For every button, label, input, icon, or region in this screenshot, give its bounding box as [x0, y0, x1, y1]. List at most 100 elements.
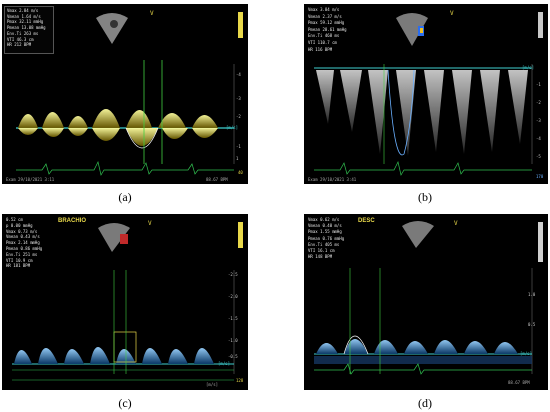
meas-row: HR 181 BPM	[6, 263, 31, 269]
footer-right: 170	[536, 174, 544, 179]
scale-tick: -2.5	[228, 272, 238, 277]
meas-row: Pmean 0.76 mmHg	[308, 235, 345, 241]
exam-footer: Exam 29/10/2021 3:41	[308, 177, 357, 182]
meas-row: Pmax 1.55 mmHg	[308, 229, 342, 235]
scale-tick: -3	[536, 118, 541, 123]
meas-row: Pmax 32.11 mmHg	[7, 19, 44, 25]
scale-tick: 1	[236, 156, 239, 161]
measurement-box-a: Vmax 2.84 m/s Vmean 1.64 m/s Pmax 32.11 …	[4, 6, 54, 54]
sector-image	[396, 13, 428, 46]
scale-tick: -1	[536, 82, 541, 87]
scale-tick: 0.5	[528, 322, 536, 327]
trace-envelope	[125, 127, 159, 149]
meas-row: Vmean 1.64 m/s	[7, 13, 41, 19]
scale-tick: -1.5	[228, 316, 238, 321]
measurement-box-d: Vmax 0.62 m/s Vmean 0.40 m/s Pmax 1.55 m…	[306, 216, 352, 264]
meas-row: HR 212 BPM	[7, 42, 32, 48]
meas-row: Pmean 28.61 mmHg	[308, 26, 347, 32]
meas-row: Pmean 13.08 mmHg	[7, 25, 46, 31]
doppler-spectrum-c	[12, 222, 243, 381]
trace-envelope	[343, 335, 369, 355]
sector-image	[96, 13, 128, 44]
vessel-label: BRACHIO	[58, 218, 86, 224]
scale-tick: -3	[236, 96, 241, 101]
corner-value: 128	[236, 378, 244, 383]
sector-image	[98, 223, 130, 252]
color-flow-box	[120, 234, 128, 244]
scale-tick: -4	[236, 72, 241, 77]
probe-marker: V	[150, 10, 154, 17]
scale-tick: -1	[236, 144, 241, 149]
ecg-trace	[314, 160, 532, 176]
meas-row: Vmax 0.62 m/s	[308, 217, 340, 222]
color-scale-bar	[238, 222, 243, 248]
baseline-unit: [m/s]	[520, 351, 533, 356]
meas-row: 0.52 cm	[6, 217, 23, 222]
meas-row: VTI 110.7 cm	[308, 39, 337, 45]
color-scale-bar	[538, 12, 543, 38]
footer-right: 88.67 BPM	[508, 380, 530, 385]
caption-b: (b)	[418, 190, 432, 204]
meas-row: Env.Ti 263 ms	[7, 30, 39, 36]
meas-row: VTI 16.1 cm	[308, 248, 335, 254]
baseline-unit: [m/s]	[218, 361, 231, 366]
color-scale-bar	[538, 222, 543, 262]
meas-row: Vmax 2.84 m/s	[7, 8, 39, 13]
doppler-panel-b: Vmax 3.84 m/s Vmean 2.37 m/s Pmax 59.12 …	[304, 4, 548, 184]
sector-image	[402, 221, 434, 248]
doppler-panel-a: Vmax 2.84 m/s Vmean 1.64 m/s Pmax 32.11 …	[2, 4, 248, 184]
spectral-waveform	[18, 109, 218, 146]
meas-row: Vmean 2.37 m/s	[308, 13, 342, 19]
measurement-box-b: Vmax 3.84 m/s Vmean 2.37 m/s Pmax 59.12 …	[306, 6, 358, 56]
meas-row: HR 148 BPM	[308, 254, 333, 260]
meas-row: VTI 46.3 cm	[7, 36, 34, 42]
caption-a: (a)	[118, 190, 132, 204]
probe-marker: V	[148, 220, 152, 227]
trace-envelope	[387, 69, 415, 156]
scale-tick: -2	[236, 114, 241, 119]
vessel-label: DESC	[358, 218, 375, 224]
caption-c: (c)	[118, 396, 132, 410]
meas-row: VTI 10.9 cm	[6, 257, 33, 263]
meas-row: Vmean 0.43 m/s	[6, 234, 40, 240]
scale-tick: -2.0	[228, 294, 238, 299]
spectral-waveform	[14, 347, 214, 364]
footer-right: 88.67 BPM	[206, 177, 228, 182]
meas-row: Vmax 0.73 m/s	[6, 228, 38, 234]
baseline-unit: [m/s]	[226, 125, 239, 130]
meas-row: Env.Ti 405 ms	[308, 241, 340, 247]
doppler-panel-c: 0.52 cm p 0.00 mmHg Vmax 0.73 m/s Vmean …	[2, 214, 248, 390]
caption-d: (d)	[418, 396, 432, 410]
probe-marker: V	[450, 10, 454, 17]
scale-tick: -1.0	[228, 338, 238, 343]
probe-marker: V	[454, 220, 458, 227]
doppler-spectrum-d	[314, 221, 543, 375]
baseline-unit: [m/s]	[522, 65, 535, 70]
ecg-trace	[314, 363, 532, 375]
spectral-waveform	[316, 70, 528, 156]
corner-value: 40	[238, 170, 243, 175]
scale-tick: -2	[536, 100, 541, 105]
scale-tick: 1.0	[528, 292, 536, 297]
meas-row: Env.Ti 251 ms	[6, 251, 38, 257]
spectral-waveform	[314, 339, 532, 364]
measurement-box-c: 0.52 cm p 0.00 mmHg Vmax 0.73 m/s Vmean …	[4, 216, 50, 272]
meas-row: Vmax 3.84 m/s	[308, 7, 340, 12]
ecg-trace	[16, 160, 234, 176]
meas-row: Pmax 59.12 mmHg	[308, 20, 345, 26]
scale-tick: -0.5	[228, 354, 238, 359]
meas-row: HR 116 BPM	[308, 46, 333, 52]
doppler-spectrum-a	[16, 12, 243, 176]
meas-row: Pmean 0.86 mmHg	[6, 245, 43, 251]
scale-tick: -4	[536, 136, 541, 141]
doppler-spectrum-b	[314, 12, 543, 176]
meas-row: p 0.00 mmHg	[6, 222, 33, 228]
doppler-panel-d: Vmax 0.62 m/s Vmean 0.40 m/s Pmax 1.55 m…	[304, 214, 548, 390]
meas-row: Env.Ti 468 ms	[308, 33, 340, 39]
scale-tick: -5	[536, 154, 541, 159]
color-scale-bar	[238, 12, 243, 38]
exam-footer: Exam 29/10/2021 3:11	[6, 177, 55, 182]
meas-row: Vmean 0.40 m/s	[308, 223, 342, 229]
footer-right: [m/s]	[206, 382, 219, 387]
meas-row: Pmax 2.14 mmHg	[6, 240, 40, 246]
